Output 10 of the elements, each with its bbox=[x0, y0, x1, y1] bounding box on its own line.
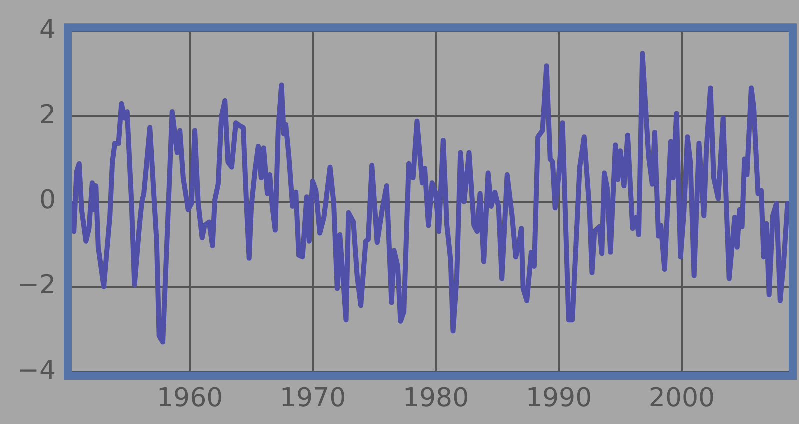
y-tick-label: −4 bbox=[18, 356, 56, 386]
y-tick-label: 0 bbox=[39, 186, 56, 216]
y-tick-label: 2 bbox=[39, 100, 56, 130]
x-tick-label: 1970 bbox=[280, 383, 346, 414]
x-tick-label: 1960 bbox=[156, 383, 224, 414]
x-tick-label: 2000 bbox=[648, 383, 716, 414]
y-tick-label: −2 bbox=[18, 270, 56, 301]
y-tick-label: 4 bbox=[39, 15, 56, 46]
x-tick-label: 1990 bbox=[526, 383, 592, 414]
x-tick-label: 1980 bbox=[402, 383, 470, 414]
